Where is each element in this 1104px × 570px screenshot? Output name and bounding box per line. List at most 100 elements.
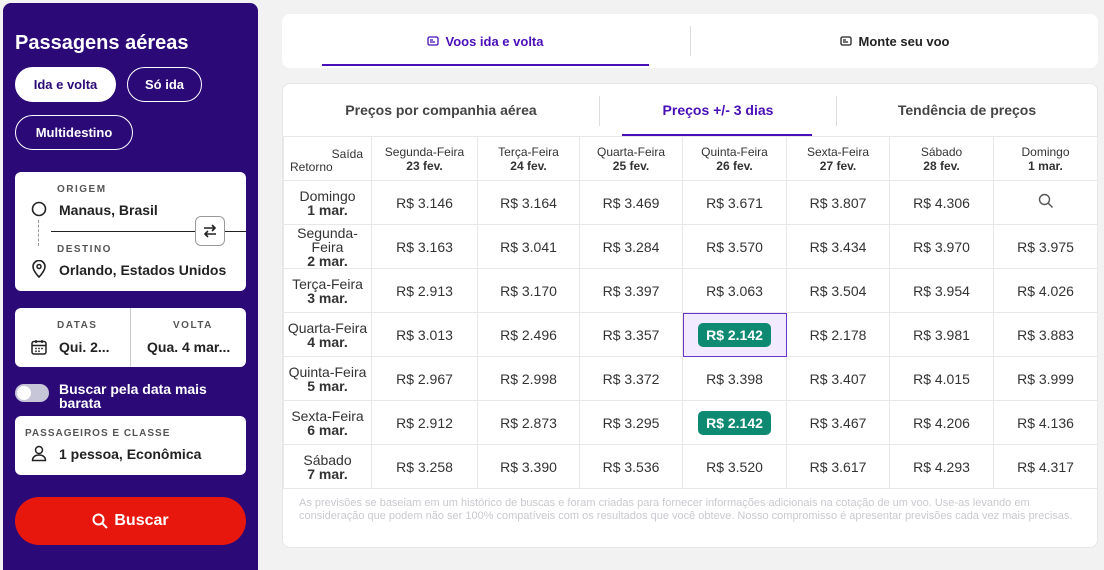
price-cell[interactable]: R$ 3.357 <box>579 312 683 357</box>
forecast-disclaimer: As previsões se baseiam em um histórico … <box>299 497 1073 522</box>
tab-roundtrip-flights[interactable]: Voos ida e volta <box>322 14 649 68</box>
search-icon <box>92 513 109 529</box>
price-cell[interactable]: R$ 3.041 <box>477 224 580 269</box>
price-cell[interactable]: R$ 3.617 <box>786 444 890 489</box>
trip-type-roundtrip[interactable]: Ida e volta <box>15 67 116 102</box>
return-date-field[interactable]: Qua. 4 mar... <box>147 339 231 355</box>
price-cell[interactable]: R$ 2.912 <box>371 400 478 445</box>
price-cell[interactable]: R$ 3.146 <box>371 180 478 225</box>
passengers-label: PASSAGEIROS E CLASSE <box>25 428 171 439</box>
price-cell[interactable]: R$ 4.026 <box>993 268 1098 313</box>
price-cell[interactable]: R$ 3.807 <box>786 180 890 225</box>
price-cell[interactable]: R$ 3.570 <box>682 224 787 269</box>
price-cell[interactable]: R$ 3.398 <box>682 356 787 401</box>
tab-separator <box>690 26 691 56</box>
column-header: Sábado 28 fev. <box>889 136 994 181</box>
price-cell[interactable]: R$ 3.999 <box>993 356 1098 401</box>
price-cell[interactable]: R$ 4.317 <box>993 444 1098 489</box>
row-header: Sexta-Feira 6 mar. <box>283 400 372 445</box>
price-cell[interactable]: R$ 3.434 <box>786 224 890 269</box>
price-cell[interactable]: R$ 3.504 <box>786 268 890 313</box>
price-cell[interactable]: R$ 3.372 <box>579 356 683 401</box>
price-cell[interactable]: R$ 3.467 <box>786 400 890 445</box>
price-cell[interactable]: R$ 4.015 <box>889 356 994 401</box>
grid-row: Quinta-Feira 5 mar. R$ 2.967 R$ 2.998 R$ 3.3… <box>283 356 1098 401</box>
route-connector <box>38 220 39 246</box>
grid-row: Domingo 1 mar. R$ 3.146 R$ 3.164 R$ 3.469 R$ … <box>283 180 1098 225</box>
price-cell[interactable]: R$ 3.163 <box>371 224 478 269</box>
price-cell[interactable]: R$ 3.970 <box>889 224 994 269</box>
price-cell[interactable]: R$ 3.258 <box>371 444 478 489</box>
price-cell[interactable]: R$ 4.306 <box>889 180 994 225</box>
price-cell[interactable]: R$ 3.536 <box>579 444 683 489</box>
route-card: ORIGEM Manaus, Brasil DESTINO Orlando, E… <box>15 172 246 291</box>
swap-button[interactable] <box>195 216 225 246</box>
route-divider <box>51 231 246 232</box>
price-cell[interactable]: R$ 3.390 <box>477 444 580 489</box>
price-cell[interactable]: R$ 3.407 <box>786 356 890 401</box>
search-sidebar: Passagens aéreas Ida e volta Só ida Mult… <box>3 3 258 570</box>
column-header: Quarta-Feira 25 fev. <box>579 136 683 181</box>
price-cell[interactable]: R$ 2.967 <box>371 356 478 401</box>
best-price-cell[interactable]: R$ 2.142 <box>682 400 787 445</box>
price-cell[interactable]: R$ 3.883 <box>993 312 1098 357</box>
price-cell[interactable]: R$ 4.136 <box>993 400 1098 445</box>
price-cell[interactable]: R$ 3.284 <box>579 224 683 269</box>
trip-type-oneway[interactable]: Só ida <box>127 67 202 102</box>
search-icon[interactable] <box>1038 193 1054 209</box>
price-cell[interactable]: R$ 2.873 <box>477 400 580 445</box>
location-pin-icon <box>31 260 47 278</box>
cheapest-date-toggle[interactable] <box>15 384 49 402</box>
ticket-icon <box>840 35 853 47</box>
active-tab-indicator <box>622 134 812 136</box>
price-cell[interactable]: R$ 3.063 <box>682 268 787 313</box>
destination-field[interactable]: Orlando, Estados Unidos <box>59 262 227 278</box>
row-header: Terça-Feira 3 mar. <box>283 268 372 313</box>
search-button[interactable]: Buscar <box>15 497 246 545</box>
calendar-icon <box>30 338 48 356</box>
tab-build-flight[interactable]: Monte seu voo <box>692 14 1098 68</box>
price-cell[interactable]: R$ 3.469 <box>579 180 683 225</box>
search-cell[interactable] <box>993 180 1098 225</box>
price-cell[interactable]: R$ 3.295 <box>579 400 683 445</box>
price-cell[interactable]: R$ 3.170 <box>477 268 580 313</box>
tab-separator <box>599 96 600 126</box>
active-tab-indicator <box>322 64 649 66</box>
row-header: Sábado 7 mar. <box>283 444 372 489</box>
tab-prices-by-airline[interactable]: Preços por companhia aérea <box>345 102 537 118</box>
price-cell[interactable]: R$ 3.164 <box>477 180 580 225</box>
price-cell[interactable]: R$ 3.520 <box>682 444 787 489</box>
price-cell[interactable]: R$ 3.397 <box>579 268 683 313</box>
column-header: Quinta-Feira 26 fev. <box>682 136 787 181</box>
price-cell[interactable]: R$ 3.954 <box>889 268 994 313</box>
tab-price-trend[interactable]: Tendência de preços <box>897 102 1037 118</box>
dates-card: DATAS Qui. 2... VOLTA Qua. 4 mar... <box>15 308 246 367</box>
cheapest-date-label: Buscar pela data mais barata <box>59 381 207 411</box>
search-button-label: Buscar <box>114 512 169 529</box>
best-price-cell[interactable]: R$ 2.142 <box>682 312 787 357</box>
price-cell[interactable]: R$ 2.178 <box>786 312 890 357</box>
depart-date-field[interactable]: Qui. 2... <box>59 339 110 355</box>
dates-label: DATAS <box>57 320 98 331</box>
tab-prices-3-days[interactable]: Preços +/- 3 dias <box>662 102 774 118</box>
price-cell[interactable]: R$ 3.981 <box>889 312 994 357</box>
price-cell[interactable]: R$ 2.913 <box>371 268 478 313</box>
grid-row: Quarta-Feira 4 mar. R$ 3.013 R$ 2.496 R$ 3.3… <box>283 312 1098 357</box>
best-price-badge: R$ 2.142 <box>698 410 771 435</box>
price-cell[interactable]: R$ 3.671 <box>682 180 787 225</box>
grid-header-row: Saída Retorno Segunda-Feira 23 fev. Terça… <box>283 136 1098 181</box>
price-cell[interactable]: R$ 3.013 <box>371 312 478 357</box>
passengers-card[interactable]: PASSAGEIROS E CLASSE 1 pessoa, Econômica <box>15 416 246 475</box>
price-cell[interactable]: R$ 3.975 <box>993 224 1098 269</box>
passengers-field[interactable]: 1 pessoa, Econômica <box>59 446 202 462</box>
price-cell[interactable]: R$ 4.293 <box>889 444 994 489</box>
price-cell[interactable]: R$ 4.206 <box>889 400 994 445</box>
price-cell[interactable]: R$ 2.998 <box>477 356 580 401</box>
row-header: Segunda-Feira 2 mar. <box>283 224 372 269</box>
price-grid: Saída Retorno Segunda-Feira 23 fev. Terça… <box>283 136 1098 489</box>
row-header: Quinta-Feira 5 mar. <box>283 356 372 401</box>
trip-type-multicity[interactable]: Multidestino <box>15 115 133 150</box>
best-price-badge: R$ 2.142 <box>698 322 771 347</box>
price-cell[interactable]: R$ 2.496 <box>477 312 580 357</box>
origin-field[interactable]: Manaus, Brasil <box>59 202 158 218</box>
